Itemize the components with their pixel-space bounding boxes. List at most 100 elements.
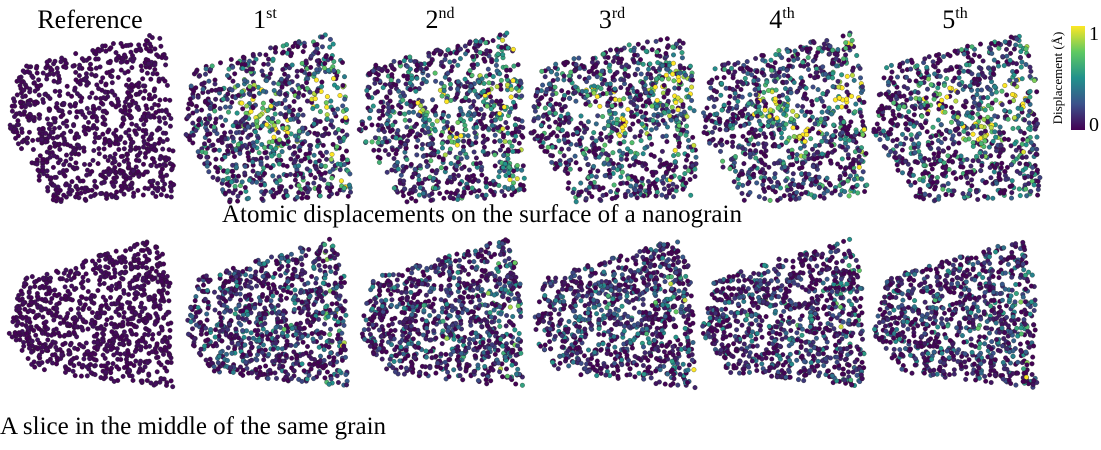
atom — [500, 52, 506, 58]
atom — [171, 182, 177, 188]
atom — [773, 87, 779, 93]
atom — [986, 144, 992, 150]
atom — [788, 116, 794, 122]
atom — [520, 134, 526, 140]
atom — [242, 185, 248, 190]
atom — [372, 135, 378, 141]
atom — [273, 190, 279, 196]
atom — [110, 182, 116, 188]
atom — [225, 175, 231, 181]
atom — [795, 51, 801, 57]
atom — [262, 150, 268, 156]
atom — [800, 104, 806, 110]
atom — [510, 186, 516, 192]
atom — [807, 73, 813, 79]
atom — [230, 168, 236, 174]
atom — [746, 66, 751, 72]
atom — [772, 96, 778, 102]
atom — [593, 138, 599, 144]
atom — [601, 160, 607, 166]
atom — [617, 148, 623, 154]
atom — [308, 172, 314, 178]
atom — [91, 148, 97, 153]
atom — [725, 60, 731, 66]
atom — [663, 133, 669, 139]
atom — [375, 89, 380, 95]
atom — [784, 67, 790, 73]
atom — [454, 188, 460, 194]
atom — [242, 170, 248, 176]
atom — [721, 75, 727, 80]
atom — [535, 133, 541, 139]
atom — [660, 102, 666, 108]
atom — [420, 190, 426, 196]
atom — [72, 85, 78, 91]
atom — [467, 68, 473, 74]
atom — [414, 152, 420, 158]
atom — [510, 78, 516, 84]
atom — [478, 106, 484, 112]
atom — [57, 88, 63, 94]
atom — [128, 49, 134, 55]
atom — [127, 148, 133, 153]
atom — [340, 83, 346, 88]
atom — [449, 179, 454, 185]
atom — [759, 52, 765, 58]
atom — [518, 80, 524, 86]
atom — [856, 164, 862, 170]
atom — [779, 135, 785, 141]
atom — [609, 103, 615, 109]
atom — [663, 72, 669, 78]
atom — [671, 52, 676, 58]
atom — [64, 83, 70, 89]
atom — [337, 93, 343, 98]
atom — [92, 139, 98, 145]
atom — [370, 103, 376, 109]
atom — [701, 130, 707, 135]
atom — [236, 92, 241, 98]
atom — [510, 46, 516, 52]
atom — [597, 103, 603, 109]
atom — [1009, 190, 1015, 196]
atom — [402, 186, 407, 192]
atom — [34, 83, 40, 89]
atom — [830, 60, 836, 66]
atom — [268, 45, 274, 51]
atom — [133, 145, 139, 151]
atom — [619, 169, 625, 175]
atom — [531, 104, 537, 110]
atom — [73, 51, 79, 57]
atom — [365, 92, 371, 98]
atom — [24, 140, 30, 146]
atom — [776, 127, 782, 133]
atom — [300, 141, 305, 147]
atom — [674, 184, 680, 190]
atom — [415, 112, 421, 118]
atom — [270, 56, 276, 62]
atom — [102, 43, 108, 49]
atom — [98, 79, 104, 85]
atom — [805, 55, 811, 60]
atom — [135, 81, 141, 87]
atom — [746, 101, 752, 106]
atom — [661, 174, 667, 180]
atom — [233, 130, 239, 136]
atom — [374, 76, 380, 82]
atom — [612, 86, 618, 92]
atom — [433, 112, 439, 118]
atom — [314, 58, 320, 64]
atom — [993, 89, 999, 95]
atom — [653, 38, 659, 44]
atom — [477, 160, 483, 166]
atom — [925, 182, 931, 188]
atom — [657, 53, 663, 59]
atom — [111, 131, 117, 136]
atom — [509, 143, 515, 149]
atom — [212, 81, 218, 87]
atom — [345, 193, 351, 199]
atom — [260, 100, 266, 106]
atom — [839, 72, 845, 78]
atom — [483, 40, 489, 46]
atom — [726, 69, 732, 75]
atom — [571, 56, 577, 62]
